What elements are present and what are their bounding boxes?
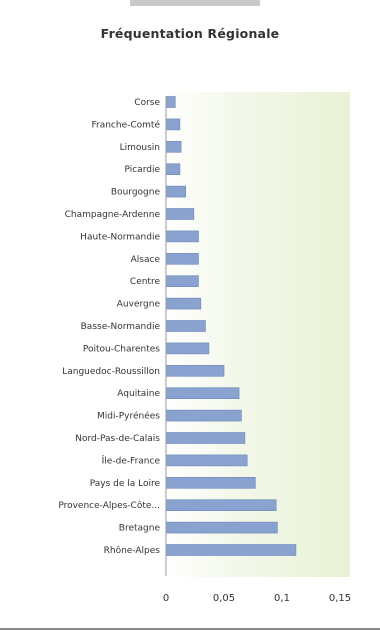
x-tick-label: 0,15	[329, 593, 351, 604]
category-label: Centre	[130, 277, 161, 287]
plot-area	[160, 92, 350, 577]
bar	[165, 275, 199, 288]
bar	[165, 499, 277, 512]
bar	[165, 476, 256, 489]
bar	[165, 320, 206, 332]
category-label: Champagne-Ardenne	[65, 210, 161, 220]
category-label: Alsace	[131, 255, 161, 265]
category-label: Picardie	[125, 165, 161, 175]
category-labels-group: Corse Franche-Comté Limousin Picardie Bourgo…	[58, 98, 160, 556]
category-label: Aquitaine	[117, 389, 160, 399]
bar	[165, 342, 210, 355]
category-label: Limousin	[120, 143, 160, 153]
bar	[165, 521, 278, 534]
bar	[165, 387, 240, 400]
category-label: Poitou-Charentes	[83, 344, 160, 354]
category-label: Languedoc-Roussillon	[62, 367, 160, 377]
category-label: Haute-Normandie	[80, 232, 160, 242]
category-label: Pays de la Loire	[90, 479, 161, 489]
bar	[165, 454, 248, 467]
window-top-bar	[130, 0, 260, 6]
bar	[165, 297, 202, 310]
category-label: Rhône-Alpes	[104, 545, 161, 556]
bar	[165, 253, 199, 265]
category-label: Basse-Normandie	[81, 322, 161, 332]
category-label: Corse	[134, 98, 160, 108]
bar	[165, 163, 181, 175]
category-label: Midi-Pyrénées	[97, 411, 160, 422]
category-label: Île-de-France	[101, 454, 161, 466]
bar	[165, 544, 297, 556]
category-label: Bourgogne	[111, 188, 161, 198]
category-label: Bretagne	[119, 524, 161, 534]
bar	[165, 185, 187, 198]
bar	[165, 141, 182, 153]
category-label: Nord-Pas-de-Calais	[75, 434, 160, 444]
bars-group	[165, 96, 297, 556]
x-tick-label: 0,05	[213, 593, 235, 604]
chart-title: Fréquentation Régionale	[100, 26, 280, 41]
bar	[165, 96, 176, 108]
x-tick-label: 0,1	[274, 593, 290, 604]
category-label: Franche-Comté	[91, 119, 160, 130]
bar	[165, 230, 199, 243]
x-tick-label: 0	[163, 593, 169, 604]
x-tick-labels-group: 0 0,05 0,1 0,15	[163, 593, 351, 604]
bar	[165, 364, 225, 377]
category-label: Auvergne	[117, 300, 161, 310]
bar	[165, 432, 246, 444]
bar	[165, 208, 195, 220]
bar	[165, 118, 181, 131]
bottom-border	[0, 628, 380, 630]
bar	[165, 409, 242, 422]
category-label: Provence-Alpes-Côte...	[58, 500, 160, 511]
